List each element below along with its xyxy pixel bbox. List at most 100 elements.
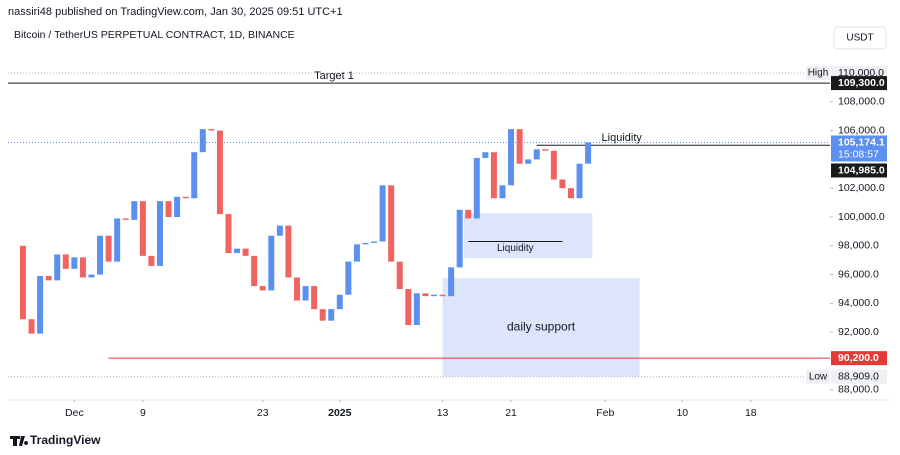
candle-body	[345, 261, 352, 295]
candle-body	[482, 152, 489, 158]
candle-body	[191, 152, 198, 199]
price-label: 90,200.0	[838, 352, 879, 364]
candle-body	[122, 218, 129, 220]
price-label-box	[831, 76, 887, 91]
y-tick-label: 96,000.0	[838, 268, 879, 280]
candle-body	[388, 185, 395, 262]
low-label-box	[831, 369, 887, 384]
publisher: nassiri48 published on TradingView.com, …	[8, 6, 343, 18]
y-tick-label: 102,000.0	[838, 182, 885, 194]
candle-body	[456, 209, 463, 268]
candle-body	[465, 209, 472, 219]
candle-body	[542, 149, 549, 151]
chart-title: Bitcoin / TetherUS PERPETUAL CONTRACT, 1…	[14, 29, 295, 41]
candle-body	[533, 149, 540, 160]
x-tick-label: 21	[505, 407, 517, 419]
candle-body	[276, 225, 283, 236]
candle-body	[336, 294, 343, 310]
x-tick-label: 10	[676, 407, 688, 419]
candle-body	[448, 267, 455, 297]
candle-body	[567, 188, 574, 199]
y-tick-label: 88,000.0	[838, 384, 879, 396]
candle-body	[319, 309, 326, 321]
candle-body	[585, 142, 592, 164]
candle-body	[54, 254, 61, 281]
candle-body	[550, 150, 557, 180]
x-tick-label: 9	[140, 407, 146, 419]
x-tick-label: 18	[745, 407, 757, 419]
candle-body	[234, 248, 241, 253]
candle-body	[199, 129, 206, 153]
candle-body	[71, 257, 78, 269]
zone-box	[442, 278, 640, 377]
brand: TradingView	[30, 433, 101, 447]
candle-body	[251, 255, 258, 287]
candle-body	[362, 242, 369, 245]
candle-body	[148, 255, 155, 266]
candle-body	[379, 185, 386, 242]
price-label-box	[831, 163, 887, 178]
y-tick-label: 106,000.0	[838, 124, 885, 136]
candle-body	[45, 276, 52, 281]
countdown: 15:08:57	[838, 148, 879, 160]
price-line-text: Liquidity	[602, 132, 643, 144]
price-line-text: Target 1	[314, 70, 354, 82]
currency: USDT	[846, 33, 873, 44]
low-label: 88,909.0	[838, 370, 879, 382]
candle-body	[413, 293, 420, 325]
candle-body	[216, 130, 223, 215]
candle-body	[139, 201, 146, 256]
candle-body	[439, 294, 446, 297]
y-tick-label: 92,000.0	[838, 326, 879, 338]
candle-body	[302, 286, 309, 301]
low-name: Low	[809, 371, 828, 382]
candle-body	[259, 286, 266, 291]
zone-label: daily support	[507, 320, 576, 334]
candle-body	[88, 274, 95, 278]
price-label: 104,985.0	[838, 164, 885, 176]
price-label: 105,174.1	[838, 136, 885, 148]
candle-body	[79, 257, 86, 278]
candle-body	[37, 276, 44, 334]
candle-body	[114, 218, 121, 262]
price-label-box	[831, 135, 887, 162]
candle-body	[353, 244, 360, 262]
low-tag	[806, 369, 830, 384]
candle-body	[328, 309, 335, 321]
candle-body	[242, 248, 249, 256]
candle-body	[490, 152, 497, 199]
price-label-box	[831, 351, 887, 366]
x-tick-label: 2025	[328, 407, 352, 419]
candle-body	[285, 225, 292, 278]
candle-body	[525, 159, 532, 164]
currency-button[interactable]	[833, 26, 887, 50]
candle-body	[105, 235, 112, 262]
candle-body	[293, 277, 300, 301]
candle-body	[174, 196, 181, 217]
zone-box	[463, 213, 593, 259]
zone-label: Liquidity	[497, 243, 534, 254]
candle-body	[165, 201, 172, 217]
x-tick-label: Dec	[65, 407, 84, 419]
high-label: 110,000.0	[838, 67, 884, 79]
y-tick-label: 100,000.0	[838, 211, 885, 223]
candle-body	[182, 196, 189, 199]
candle-body	[311, 286, 318, 310]
candle-body	[19, 245, 26, 320]
candle-body	[28, 319, 35, 334]
candle-body	[371, 241, 378, 243]
candle-body	[225, 214, 232, 253]
candle-body	[516, 129, 523, 164]
candle-body	[473, 157, 480, 219]
candle-body	[97, 235, 104, 275]
x-tick-label: 23	[257, 407, 269, 419]
candle-body	[156, 201, 163, 266]
candle-body	[559, 179, 566, 189]
brand-logo	[10, 436, 29, 446]
candle-body	[430, 294, 437, 297]
candle-body	[268, 235, 275, 291]
high-tag	[806, 65, 830, 80]
candle-body	[396, 261, 403, 289]
